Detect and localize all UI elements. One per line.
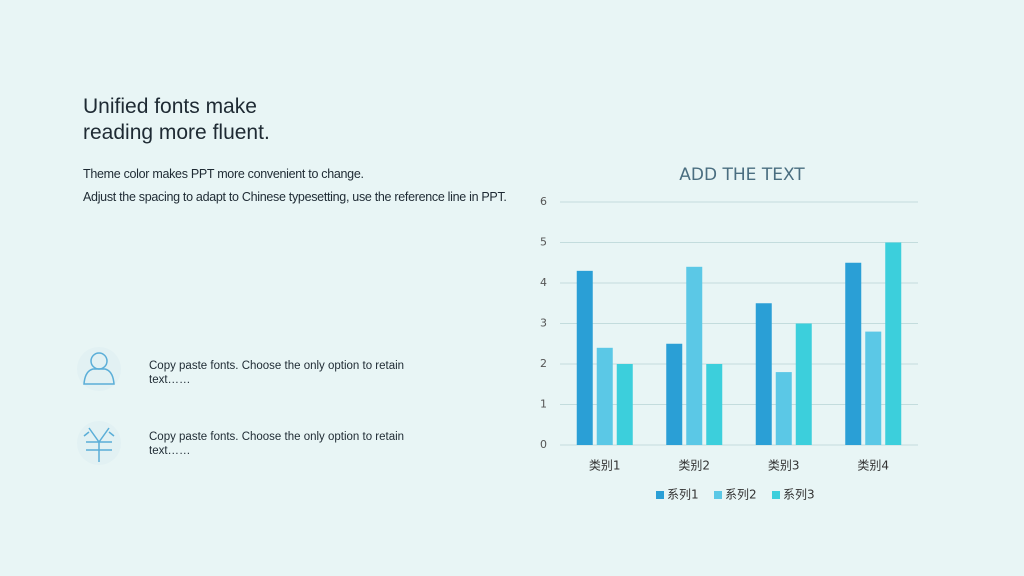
item-text: Copy paste fonts. Choose the only option… [149, 431, 405, 457]
bar [686, 266, 703, 445]
legend-label: 系列3 [783, 488, 815, 502]
y-tick-label: 2 [540, 357, 547, 370]
legend-label: 系列1 [667, 488, 699, 502]
bar [755, 303, 772, 445]
y-tick-label: 3 [540, 317, 547, 330]
x-tick-label: 类别4 [857, 459, 889, 473]
yen-icon [83, 427, 115, 462]
y-tick-label: 5 [540, 236, 547, 249]
bar [885, 242, 902, 445]
bar [795, 323, 812, 445]
bar [596, 347, 613, 445]
bar [845, 262, 862, 445]
legend-swatch [714, 491, 722, 499]
bar [576, 270, 593, 445]
bar [865, 331, 882, 445]
legend-label: 系列2 [725, 488, 757, 502]
chart-title: ADD THE TEXT [679, 165, 805, 185]
bar [616, 364, 633, 445]
y-tick-label: 1 [540, 398, 547, 411]
x-tick-label: 类别1 [589, 459, 621, 473]
bar [706, 364, 723, 445]
y-tick-label: 6 [540, 195, 547, 208]
x-tick-label: 类别2 [678, 459, 710, 473]
heading: Unified fonts make reading more fluent. [83, 95, 270, 144]
y-tick-label: 4 [540, 276, 547, 289]
item-text: Copy paste fonts. Choose the only option… [149, 360, 405, 386]
bar [666, 343, 683, 445]
legend-swatch [772, 491, 780, 499]
paragraph: Adjust the spacing to adapt to Chinese t… [83, 190, 507, 204]
paragraph: Theme color makes PPT more convenient to… [83, 167, 364, 181]
bar [775, 372, 792, 445]
legend-swatch [656, 491, 664, 499]
x-tick-label: 类别3 [768, 459, 800, 473]
person-icon [83, 352, 115, 385]
y-tick-label: 0 [540, 438, 547, 451]
